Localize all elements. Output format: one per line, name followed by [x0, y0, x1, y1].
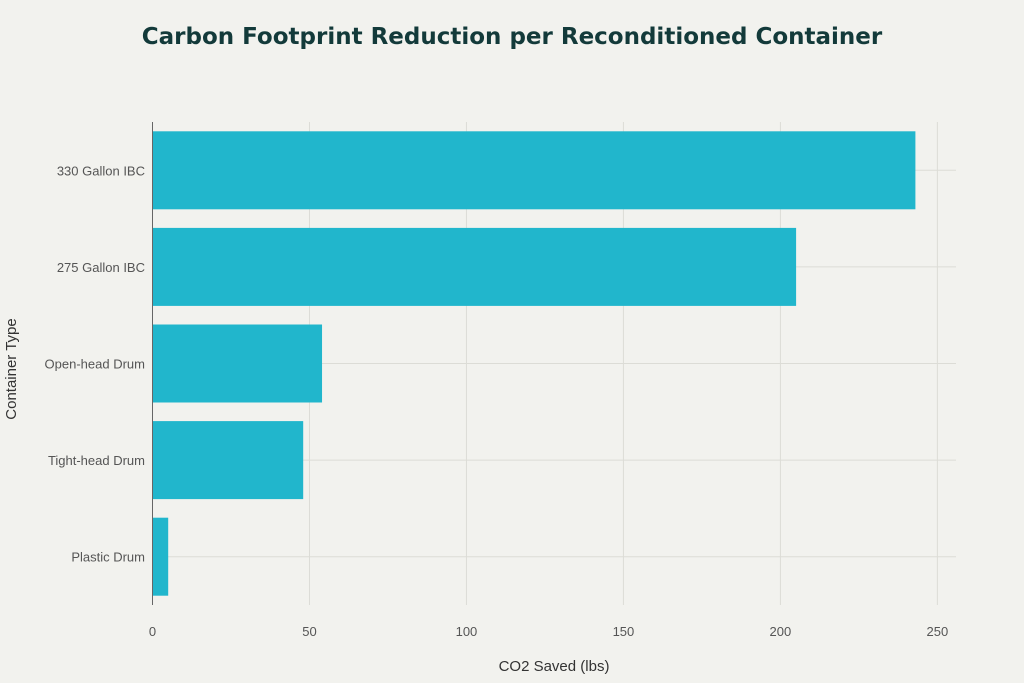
y-tick-label: Open-head Drum	[45, 357, 145, 372]
bar-275-gallon-ibc	[152, 227, 797, 306]
x-tick-label: 0	[149, 624, 156, 639]
y-tick-label: Tight-head Drum	[48, 453, 145, 468]
bar-tight-head-drum	[152, 421, 304, 500]
y-tick-label: 330 Gallon IBC	[57, 163, 145, 178]
x-axis-label: CO2 Saved (lbs)	[499, 658, 610, 675]
x-tick-label: 100	[456, 624, 478, 639]
chart-title: Carbon Footprint Reduction per Reconditi…	[141, 24, 883, 50]
x-tick-label: 200	[770, 624, 792, 639]
x-tick-label: 250	[927, 624, 949, 639]
x-tick-label: 50	[302, 624, 316, 639]
bar-open-head-drum	[152, 324, 323, 403]
y-tick-label: Plastic Drum	[71, 550, 145, 565]
bar-plastic-drum	[152, 517, 169, 596]
x-tick-label: 150	[613, 624, 635, 639]
y-tick-label: 275 Gallon IBC	[57, 260, 145, 275]
y-axis-label: Container Type	[3, 318, 20, 419]
bar-330-gallon-ibc	[152, 131, 916, 210]
